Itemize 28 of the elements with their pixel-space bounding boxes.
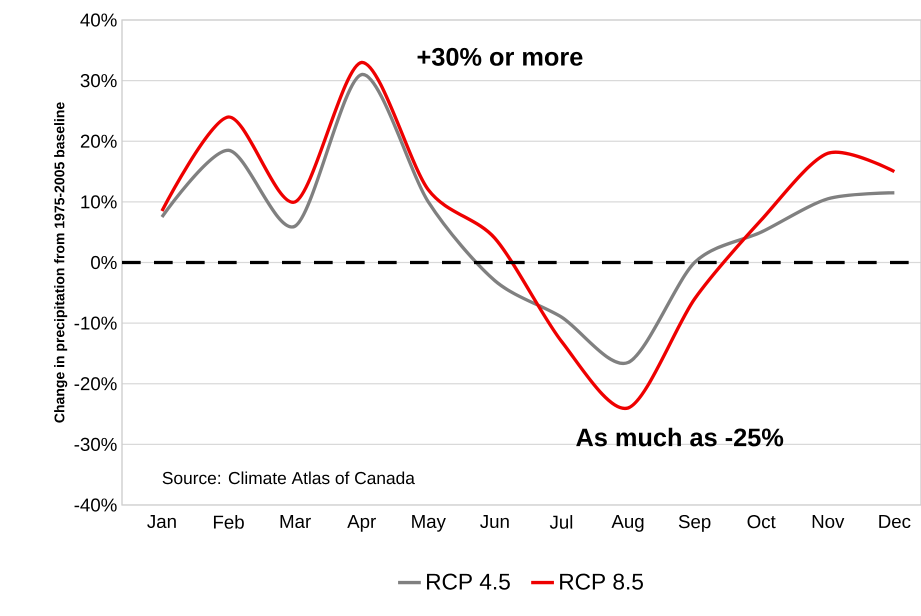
legend-label: RCP 4.5 <box>427 574 510 590</box>
y-tick-label: 10% <box>81 195 117 208</box>
x-tick-label: Jul <box>550 515 572 529</box>
y-tick-label: 20% <box>80 134 117 148</box>
y-tick-label: -30% <box>74 438 117 451</box>
x-tick-label: Sep <box>678 515 710 532</box>
x-tick-label: Apr <box>347 515 376 532</box>
x-tick-label: Oct <box>748 515 776 528</box>
x-tick-label: May <box>412 515 446 532</box>
y-tick-label: 40% <box>80 13 117 27</box>
line-series <box>160 72 896 365</box>
annotation: Source: Climate Atlas of Canada <box>162 471 415 484</box>
x-tick-label: Dec <box>879 515 910 528</box>
y-tick-label: -40% <box>74 498 117 512</box>
y-tick-label: 30% <box>80 74 117 88</box>
x-tick-label: Mar <box>280 515 311 528</box>
y-tick-label: -10% <box>74 316 117 330</box>
y-tick-label: -20% <box>74 377 117 390</box>
legend-label: RCP 8.5 <box>560 574 643 590</box>
annotation: +30% or more <box>418 48 582 66</box>
annotation: As much as -25% <box>576 428 784 446</box>
x-tick-label: Jun <box>480 515 509 528</box>
x-tick-label: Nov <box>812 515 844 528</box>
y-axis-title: Change in precipitation from 1975-2005 baseline <box>54 102 68 423</box>
x-tick-label: Jan <box>147 515 176 528</box>
x-tick-label: Feb <box>214 515 244 529</box>
x-tick-label: Aug <box>611 515 644 532</box>
y-tick-label: 0% <box>91 256 117 270</box>
